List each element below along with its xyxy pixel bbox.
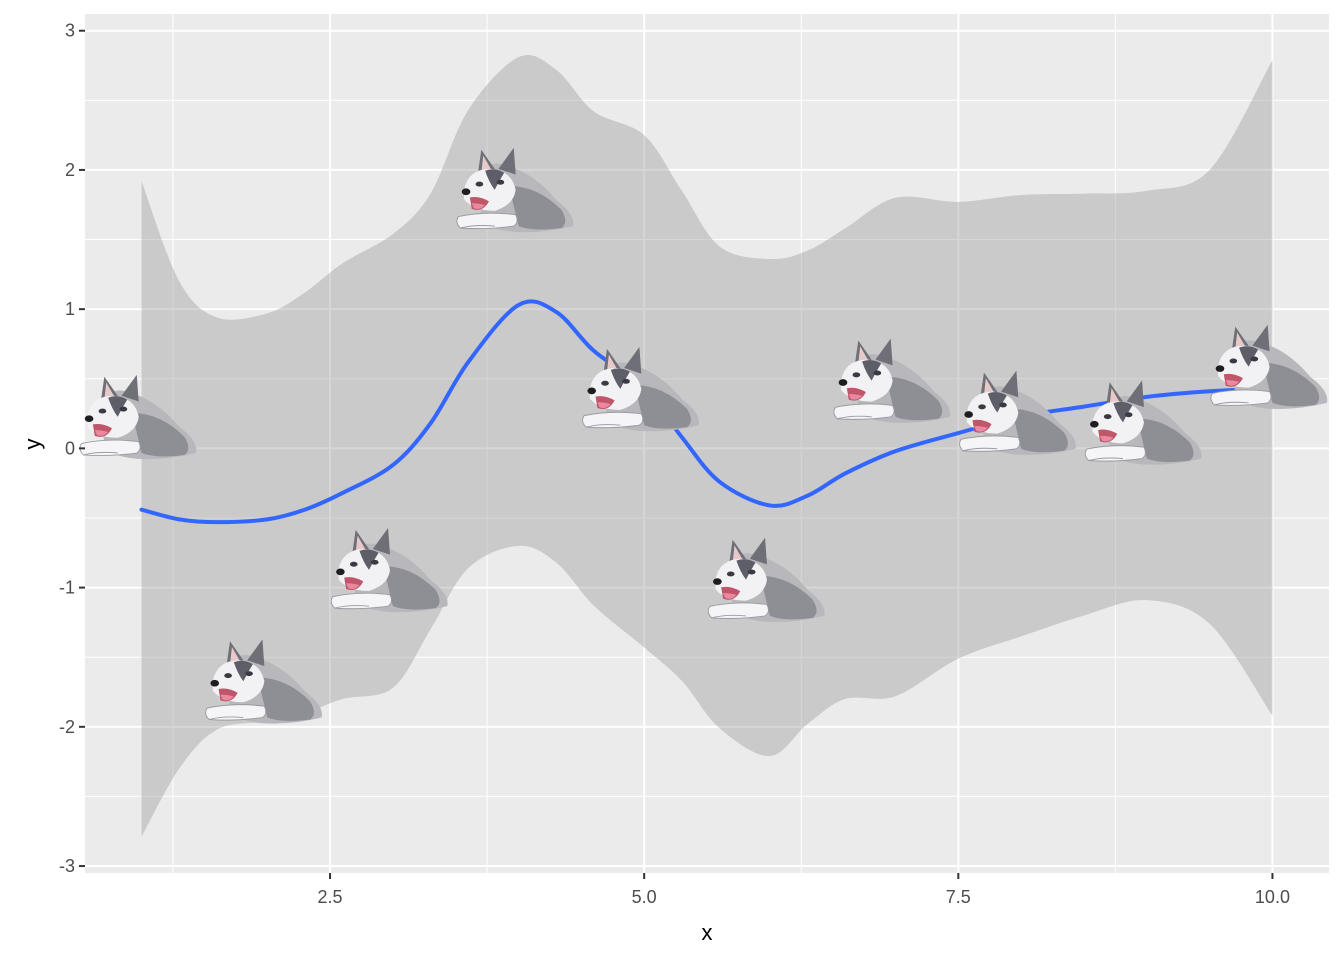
x-tick-label: 2.5 <box>318 887 343 907</box>
grid-major <box>85 14 1329 873</box>
y-axis-title: y <box>20 439 45 450</box>
grid-minor <box>85 14 1329 873</box>
y-tick-label: 3 <box>65 21 75 41</box>
y-tick-label: 0 <box>65 438 75 458</box>
y-tick-labels: -3 -2 -1 0 1 2 3 <box>59 21 75 876</box>
y-tick-label: -3 <box>59 856 75 876</box>
y-tick-label: 1 <box>65 299 75 319</box>
axis-ticks <box>79 29 1274 879</box>
x-tick-label: 7.5 <box>946 887 971 907</box>
x-tick-label: 10.0 <box>1255 887 1290 907</box>
x-tick-label: 5.0 <box>632 887 657 907</box>
x-tick-labels: 2.5 5.0 7.5 10.0 <box>318 887 1290 907</box>
confidence-ribbon-layer <box>141 54 1273 837</box>
y-tick-label: 2 <box>65 160 75 180</box>
y-tick-label: -1 <box>59 578 75 598</box>
y-tick-label: -2 <box>59 717 75 737</box>
confidence-ribbon <box>141 54 1273 837</box>
x-axis-title: x <box>702 920 713 945</box>
